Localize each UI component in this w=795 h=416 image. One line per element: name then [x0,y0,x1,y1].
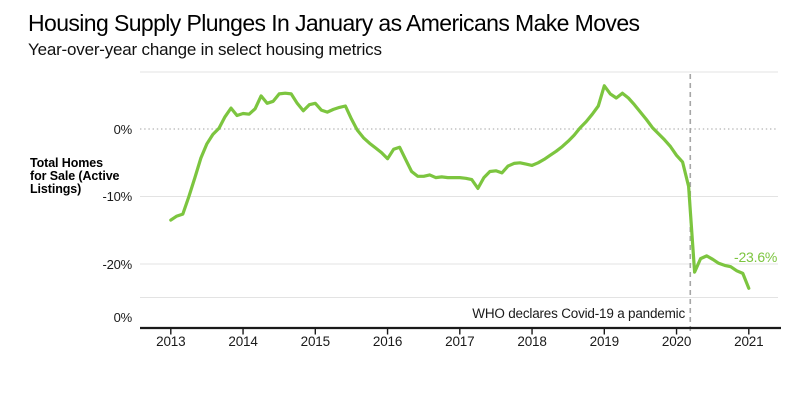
end-value-label: -23.6% [734,249,778,265]
housing-line-series [169,84,751,290]
x-axis-tick-label: 2013 [156,334,186,349]
y-axis-tick-label: 0% [113,121,133,137]
x-axis-tick-label: 2021 [734,334,764,349]
x-axis-tick-label: 2020 [661,334,692,349]
x-axis-tick-label: 2018 [517,334,547,349]
chart-title: Housing Supply Plunges In January as Ame… [28,10,640,36]
y-axis-tick-label: -10% [102,189,132,204]
x-axis-tick-label: 2019 [589,334,619,349]
series-label: Total Homes for Sale (Active Listings) [30,156,120,196]
x-axis-tick-label: 2015 [300,334,330,349]
y-axis-tick-label: -20% [102,256,132,272]
event-annotation-label: WHO declares Covid-19 a pandemic [472,306,685,321]
x-axis-tick-label: 2016 [372,334,403,349]
x-axis-tick-label: 2017 [445,334,475,349]
lower-panel-tick-label: 0% [113,310,133,325]
x-axis-tick-label: 2014 [228,334,258,349]
chart-subtitle: Year-over-year change in select housing … [28,40,382,59]
